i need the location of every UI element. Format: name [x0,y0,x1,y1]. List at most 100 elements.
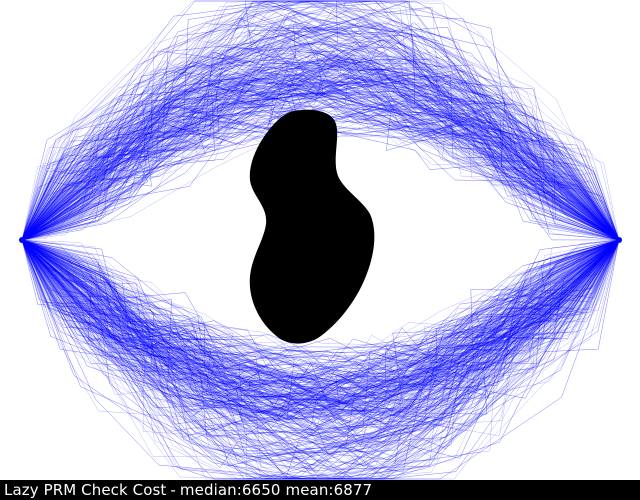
roadmap-path [21,239,620,458]
roadmap-path [21,239,620,406]
roadmap-path [21,239,620,399]
roadmap-path [21,239,620,450]
roadmap-path [21,46,620,241]
roadmap-path [21,239,620,388]
roadmap-path [21,239,620,398]
roadmap-path [21,2,620,241]
roadmap-path [21,92,620,241]
roadmap-path [21,239,620,417]
roadmap-path [21,239,620,384]
roadmap-path [21,239,620,356]
roadmap-path [21,239,620,418]
start-node-icon [19,237,25,243]
roadmap-path [21,78,620,241]
roadmap-path [21,12,620,241]
roadmap-path [21,239,620,431]
roadmap-path [21,239,620,480]
roadmap-path [21,239,620,390]
roadmap-path [21,239,620,438]
roadmap-path [21,239,620,480]
roadmap-path [21,92,620,241]
roadmap-path [21,239,620,386]
roadmap-path [21,239,620,414]
roadmap-path [21,23,620,241]
roadmap-path [21,239,620,407]
roadmap-path [21,239,620,361]
roadmap-path [21,239,620,437]
roadmap-path [21,239,620,443]
roadmap-path [21,239,620,480]
roadmap-path [21,239,620,480]
roadmap-path [21,91,620,241]
roadmap-path [21,239,620,478]
roadmap-path [21,239,620,436]
roadmap-path [21,239,620,469]
roadmap-path [21,239,620,391]
roadmap-path [21,239,620,430]
roadmap-path [21,74,620,241]
roadmap-path [21,87,620,241]
roadmap-path [21,239,620,480]
roadmap-path [21,239,620,417]
roadmap-path [21,67,620,241]
roadmap-path [21,73,620,241]
roadmap-path [21,239,620,402]
roadmap-path [21,0,620,241]
roadmap-path [21,239,620,398]
roadmap-path [21,239,620,410]
roadmap-path [21,0,620,241]
roadmap-path [21,63,620,241]
roadmap-path [21,0,620,241]
roadmap-path [21,77,620,241]
roadmap-path [21,239,620,475]
roadmap-path [21,239,620,464]
roadmap-path [21,239,620,413]
roadmap-path [21,239,620,446]
roadmap-path [21,68,620,241]
roadmap-path [21,54,620,241]
roadmap-path [21,239,620,444]
roadmap-path [21,36,620,241]
roadmap-path [21,239,620,443]
roadmap-path [21,239,620,413]
roadmap-path [21,239,620,456]
roadmap-path [21,239,620,480]
roadmap-path [21,0,620,241]
roadmap-path [21,66,620,241]
roadmap-path [21,239,620,429]
roadmap-path [21,239,620,412]
roadmap-path [21,75,620,241]
roadmap-path [21,59,620,241]
status-bar: Lazy PRM Check Cost - median:6650 mean:6… [0,480,640,500]
roadmap-path [21,78,620,241]
roadmap-path [21,48,620,241]
roadmap-path [21,239,620,455]
roadmap-path [21,239,620,408]
roadmap-path [21,239,620,480]
roadmap-path [21,239,620,401]
roadmap-path [21,239,620,389]
roadmap-path [21,239,620,446]
roadmap-path [21,85,620,241]
roadmap-path [21,239,620,419]
roadmap-path [21,239,620,402]
roadmap-path [21,239,620,439]
roadmap-path [21,239,620,447]
roadmap-path [21,239,620,480]
roadmap-path [21,81,620,241]
roadmap-path [21,47,620,241]
roadmap-path [21,56,620,241]
roadmap-path [21,239,620,480]
roadmap-path [21,239,620,480]
roadmap-path [21,239,620,403]
roadmap-path [21,239,620,454]
roadmap-path [21,239,620,414]
roadmap-path [21,29,620,241]
roadmap-path [21,14,620,241]
roadmap-path [21,239,620,460]
roadmap-path [21,239,620,421]
roadmap-path [21,239,620,434]
roadmap-path [21,78,620,241]
roadmap-path [21,239,620,417]
roadmap-path [21,29,620,241]
